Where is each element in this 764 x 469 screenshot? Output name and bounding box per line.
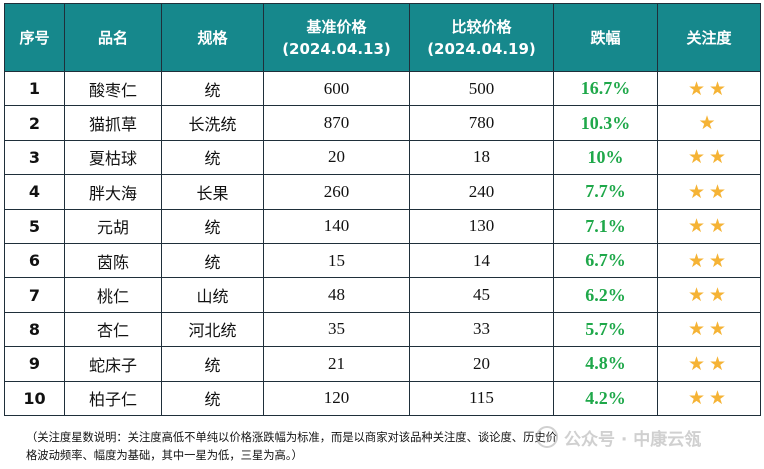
cell-compare-price: 240 [409, 174, 554, 210]
table-row: 7 桃仁 山统 48 45 6.2% ★★ [4, 277, 761, 313]
cell-serial: 8 [4, 311, 65, 348]
header-compare-date: (2024.04.19) [427, 39, 536, 58]
cell-name: 胖大海 [64, 174, 162, 210]
cell-spec: 统 [161, 242, 264, 279]
cell-serial: 9 [4, 346, 65, 382]
cell-compare-price: 33 [409, 311, 554, 348]
header-base-price-label: 基准价格 [306, 17, 367, 36]
star-rating: ★★ [657, 242, 761, 279]
star-rating: ★★ [657, 174, 761, 210]
cell-compare-price: 500 [409, 70, 554, 107]
header-name: 品名 [64, 3, 162, 72]
table-row: 5 元胡 统 140 130 7.1% ★★ [4, 208, 761, 244]
header-serial: 序号 [4, 3, 65, 72]
header-base-date: (2024.04.13) [282, 39, 391, 58]
cell-change: 10% [553, 139, 658, 176]
cell-compare-price: 115 [409, 380, 554, 416]
cell-base-price: 120 [263, 380, 410, 416]
star-rating: ★★ [657, 277, 761, 313]
header-compare-price-label: 比较价格 [451, 17, 512, 36]
cell-change: 10.3% [553, 105, 658, 141]
footnote-line-2: 格波动频率、幅度为基础，其中一星为低，三星为高。） [26, 449, 303, 462]
cell-base-price: 140 [263, 208, 410, 244]
cell-serial: 10 [4, 380, 65, 416]
cell-name: 酸枣仁 [64, 70, 162, 107]
header-attention: 关注度 [657, 3, 761, 72]
cell-base-price: 15 [263, 242, 410, 279]
header-spec: 规格 [161, 3, 264, 72]
cell-spec: 河北统 [161, 311, 264, 348]
cell-change: 6.7% [553, 242, 658, 279]
cell-name: 茵陈 [64, 242, 162, 279]
footnote-line-1: （关注度星数说明：关注度高低不单纯以价格涨跌幅为标准，而是以商家对该品种关注度、… [26, 431, 557, 444]
cell-serial: 7 [4, 277, 65, 313]
cell-name: 猫抓草 [64, 105, 162, 141]
cell-spec: 山统 [161, 277, 264, 313]
cell-name: 柏子仁 [64, 380, 162, 416]
star-rating: ★ [657, 105, 761, 141]
cell-spec: 统 [161, 380, 264, 416]
cell-spec: 长洗统 [161, 105, 264, 141]
cell-base-price: 21 [263, 346, 410, 382]
star-rating: ★★ [657, 346, 761, 382]
star-rating: ★★ [657, 70, 761, 107]
table-row: 6 茵陈 统 15 14 6.7% ★★ [4, 242, 761, 279]
table-row: 3 夏枯球 统 20 18 10% ★★ [4, 139, 761, 176]
table-row: 8 杏仁 河北统 35 33 5.7% ★★ [4, 311, 761, 348]
cell-change: 4.8% [553, 346, 658, 382]
cell-base-price: 35 [263, 311, 410, 348]
cell-name: 元胡 [64, 208, 162, 244]
table-header: 序号 品名 规格 基准价格 (2024.04.13) 比较价格 (2024.04… [4, 3, 761, 72]
cell-base-price: 20 [263, 139, 410, 176]
star-rating: ★★ [657, 380, 761, 416]
cell-spec: 统 [161, 208, 264, 244]
cell-base-price: 870 [263, 105, 410, 141]
cell-change: 7.7% [553, 174, 658, 210]
header-compare-price: 比较价格 (2024.04.19) [409, 3, 554, 72]
cell-spec: 统 [161, 346, 264, 382]
cell-change: 5.7% [553, 311, 658, 348]
table-row: 9 蛇床子 统 21 20 4.8% ★★ [4, 346, 761, 382]
price-table-container: 序号 品名 规格 基准价格 (2024.04.13) 比较价格 (2024.04… [4, 3, 761, 416]
table-row: 10 柏子仁 统 120 115 4.2% ★★ [4, 380, 761, 416]
cell-serial: 3 [4, 139, 65, 176]
cell-compare-price: 14 [409, 242, 554, 279]
star-rating: ★★ [657, 311, 761, 348]
cell-compare-price: 45 [409, 277, 554, 313]
cell-serial: 6 [4, 242, 65, 279]
cell-serial: 4 [4, 174, 65, 210]
cell-name: 桃仁 [64, 277, 162, 313]
cell-serial: 5 [4, 208, 65, 244]
cell-base-price: 48 [263, 277, 410, 313]
cell-change: 6.2% [553, 277, 658, 313]
cell-base-price: 260 [263, 174, 410, 210]
star-rating: ★★ [657, 139, 761, 176]
cell-compare-price: 130 [409, 208, 554, 244]
table-row: 4 胖大海 长果 260 240 7.7% ★★ [4, 174, 761, 210]
cell-base-price: 600 [263, 70, 410, 107]
table-row: 2 猫抓草 长洗统 870 780 10.3% ★ [4, 105, 761, 141]
cell-serial: 1 [4, 70, 65, 107]
cell-change: 7.1% [553, 208, 658, 244]
cell-name: 蛇床子 [64, 346, 162, 382]
header-change: 跌幅 [553, 3, 658, 72]
star-rating: ★★ [657, 208, 761, 244]
cell-change: 16.7% [553, 70, 658, 107]
attention-footnote: （关注度星数说明：关注度高低不单纯以价格涨跌幅为标准，而是以商家对该品种关注度、… [26, 429, 746, 465]
header-row: 序号 品名 规格 基准价格 (2024.04.13) 比较价格 (2024.04… [4, 3, 761, 72]
cell-name: 夏枯球 [64, 139, 162, 176]
cell-spec: 统 [161, 70, 264, 107]
cell-compare-price: 18 [409, 139, 554, 176]
cell-compare-price: 780 [409, 105, 554, 141]
table-row: 1 酸枣仁 统 600 500 16.7% ★★ [4, 70, 761, 107]
cell-spec: 统 [161, 139, 264, 176]
cell-serial: 2 [4, 105, 65, 141]
header-base-price: 基准价格 (2024.04.13) [263, 3, 410, 72]
cell-change: 4.2% [553, 380, 658, 416]
cell-name: 杏仁 [64, 311, 162, 348]
price-drop-table: 序号 品名 规格 基准价格 (2024.04.13) 比较价格 (2024.04… [4, 3, 761, 416]
cell-spec: 长果 [161, 174, 264, 210]
table-body: 1 酸枣仁 统 600 500 16.7% ★★ 2 猫抓草 长洗统 870 7… [4, 70, 761, 416]
cell-compare-price: 20 [409, 346, 554, 382]
